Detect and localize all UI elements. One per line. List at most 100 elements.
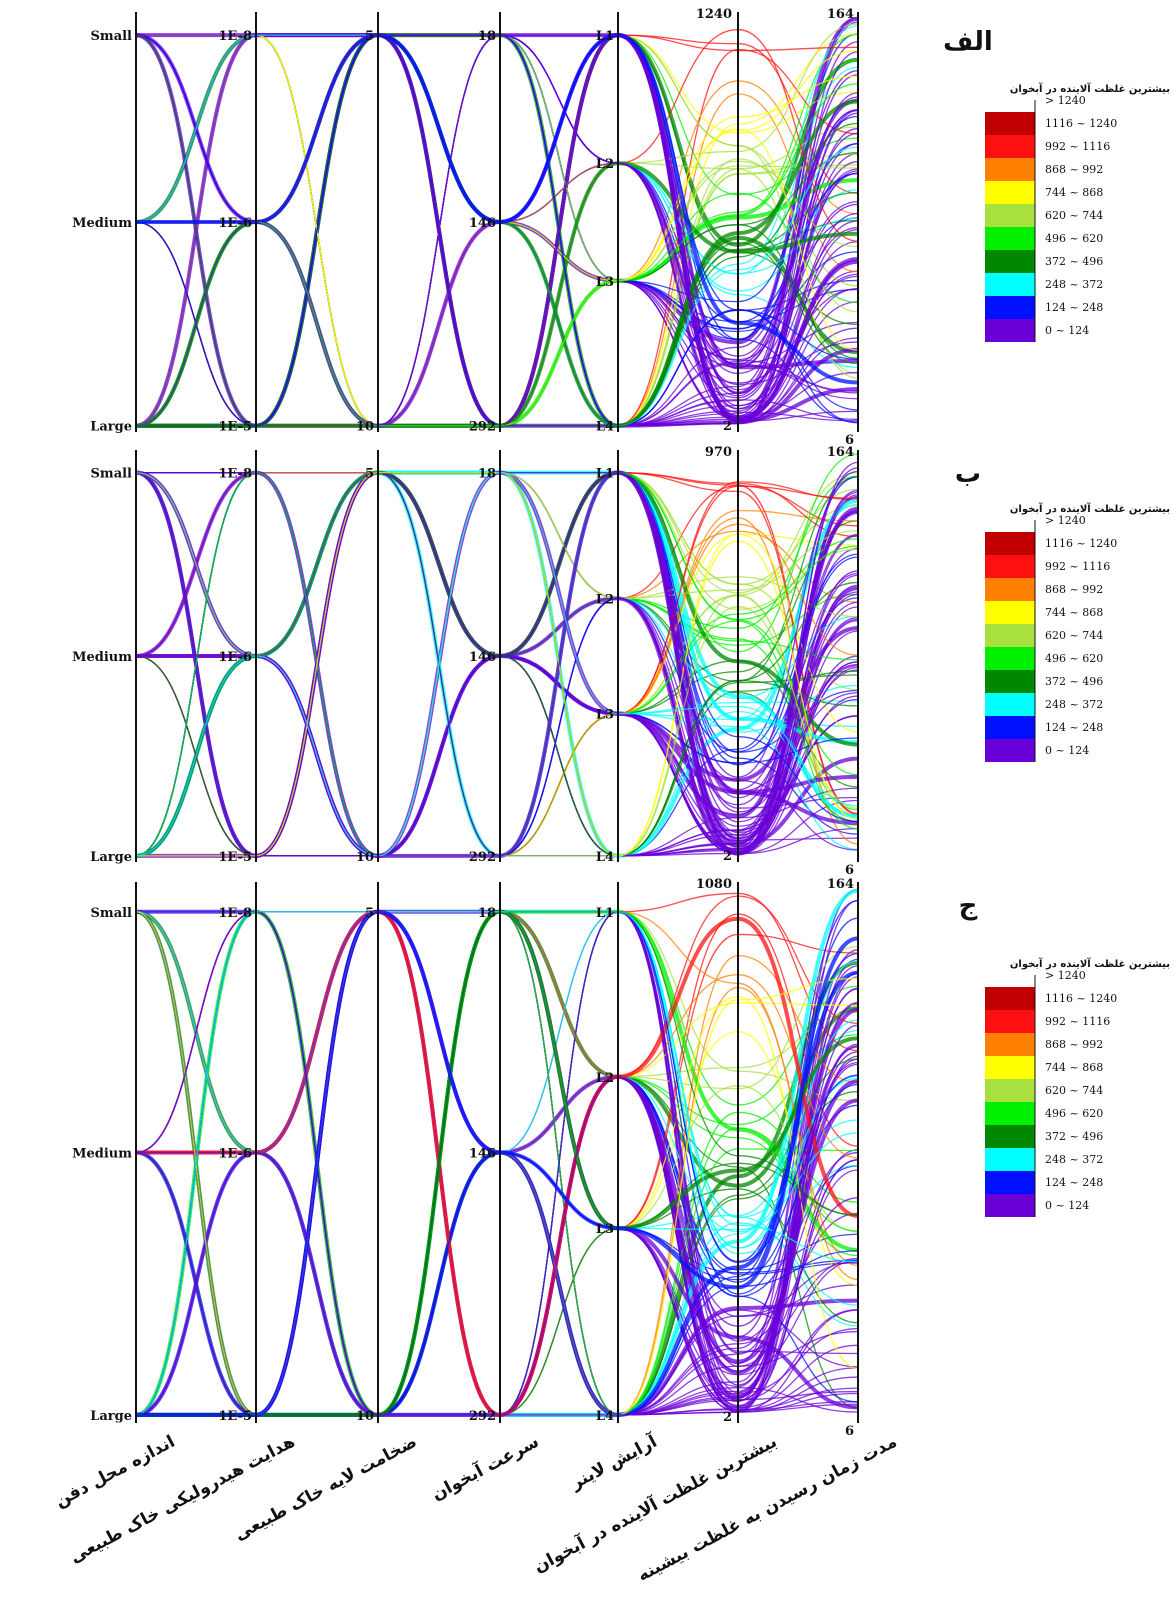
- tick-label: L4: [596, 850, 614, 865]
- legend-swatch: [985, 1194, 1035, 1217]
- tick-label: L1: [596, 906, 614, 921]
- legend-label: 372 ~ 496: [1045, 255, 1103, 268]
- legend-swatch: [985, 1033, 1035, 1056]
- legend: بیشترین غلظت آلاینده در آبخوان> 1240 1116…: [985, 502, 1170, 762]
- data-polyline: [136, 911, 859, 1229]
- tick-label: 5: [365, 29, 374, 44]
- legend-swatch: [985, 624, 1035, 647]
- tick-label: 18: [478, 29, 496, 44]
- legend-title: بیشترین غلظت آلاینده در آبخوان: [1010, 502, 1170, 515]
- tick-label: 18: [478, 467, 496, 482]
- legend-swatch: [985, 1010, 1035, 1033]
- axis-title-5: آرایش لاینر: [566, 1429, 662, 1494]
- data-polyline: [136, 911, 859, 1376]
- panel-1: Small Medium Large 1E-8 1E-6 1E-5 5 10 18 146 292 L…: [72, 7, 1170, 448]
- tick-label: 292: [469, 1409, 496, 1424]
- data-polyline: [135, 911, 859, 1370]
- legend-swatch: [985, 739, 1035, 762]
- axis-title-4: سرعت آبخوان: [428, 1430, 543, 1505]
- tick-label: 970: [705, 445, 732, 460]
- tick-label: L3: [596, 275, 614, 290]
- tick-label: L3: [596, 1222, 614, 1237]
- data-polyline: [135, 911, 859, 1255]
- tick-label: 1080: [696, 877, 732, 892]
- legend-label: > 1240: [1045, 514, 1086, 527]
- legend-swatch: [985, 987, 1035, 1010]
- legend-swatch: [985, 1125, 1035, 1148]
- legend-label: 1116 ~ 1240: [1045, 992, 1117, 1005]
- legend: بیشترین غلظت آلاینده در آبخوان> 1240 1116…: [985, 82, 1170, 342]
- tick-label: 1E-6: [218, 216, 252, 231]
- tick-label: L2: [596, 592, 614, 607]
- axis-title-2: هدایت هیدرولیکی خاک طبیعی: [67, 1432, 299, 1568]
- tick-label: 1E-6: [218, 650, 252, 665]
- legend-label: 744 ~ 868: [1045, 186, 1103, 199]
- tick-label: L3: [596, 708, 614, 723]
- legend-label: 372 ~ 496: [1045, 675, 1103, 688]
- data-polyline: [135, 976, 859, 1416]
- legend-swatch: [985, 319, 1035, 342]
- tick-label: Medium: [72, 650, 132, 665]
- tick-label: 164: [827, 445, 854, 460]
- legend-label: 992 ~ 1116: [1045, 1015, 1110, 1028]
- legend-swatch: [985, 158, 1035, 181]
- legend-label: 496 ~ 620: [1045, 1107, 1103, 1120]
- legend-label: 496 ~ 620: [1045, 652, 1103, 665]
- tick-label: 146: [469, 1147, 496, 1162]
- tick-label: 146: [469, 650, 496, 665]
- legend-label: 248 ~ 372: [1045, 698, 1103, 711]
- tick-label: Large: [90, 420, 132, 435]
- legend-swatch: [985, 181, 1035, 204]
- data-polyline: [136, 472, 859, 857]
- legend-swatch: [985, 273, 1035, 296]
- tick-label: Small: [91, 906, 133, 921]
- tick-label: 1E-6: [218, 1147, 252, 1162]
- tick-label: 1E-8: [218, 906, 252, 921]
- legend-title: بیشترین غلظت آلاینده در آبخوان: [1010, 82, 1170, 95]
- legend-swatch: [985, 1102, 1035, 1125]
- legend-label: 0 ~ 124: [1045, 1199, 1089, 1212]
- legend-label: 868 ~ 992: [1045, 583, 1103, 596]
- tick-label: 146: [469, 216, 496, 231]
- tick-label: Medium: [72, 1147, 132, 1162]
- legend-label: 620 ~ 744: [1045, 629, 1103, 642]
- legend-label: 992 ~ 1116: [1045, 140, 1110, 153]
- tick-label: 292: [469, 420, 496, 435]
- legend-label: 744 ~ 868: [1045, 1061, 1103, 1074]
- tick-label: 6: [845, 433, 854, 448]
- data-polyline: [135, 911, 859, 1416]
- tick-label: 1E-5: [218, 850, 252, 865]
- tick-label: Medium: [72, 216, 132, 231]
- tick-label: 18: [478, 906, 496, 921]
- data-polyline: [136, 472, 859, 657]
- panel-3: Small Medium Large 1E-8 1E-6 1E-5 5 10 18 146 292 L…: [72, 877, 1170, 1439]
- legend-label: > 1240: [1045, 94, 1086, 107]
- tick-label: Large: [90, 1409, 132, 1424]
- legend-label: > 1240: [1045, 969, 1086, 982]
- tick-label: 292: [469, 850, 496, 865]
- tick-label: L2: [596, 157, 614, 172]
- tick-label: Small: [91, 29, 133, 44]
- legend-swatch: [985, 601, 1035, 624]
- legend-swatch: [985, 1079, 1035, 1102]
- data-polyline: [135, 93, 859, 427]
- tick-label: L2: [596, 1071, 614, 1086]
- data-polyline: [136, 16, 859, 345]
- legend-swatch: [985, 112, 1035, 135]
- tick-label: 1E-5: [218, 420, 252, 435]
- tick-label: 10: [356, 420, 374, 435]
- legend-label: 248 ~ 372: [1045, 1153, 1103, 1166]
- tick-label: 5: [365, 467, 374, 482]
- legend-swatch: [985, 716, 1035, 739]
- legend-label: 620 ~ 744: [1045, 1084, 1103, 1097]
- tick-label: 164: [827, 877, 854, 892]
- tick-label: L4: [596, 420, 614, 435]
- tick-label: L4: [596, 1409, 614, 1424]
- data-polyline: [136, 510, 859, 858]
- data-polyline: [135, 34, 859, 365]
- legend: بیشترین غلظت آلاینده در آبخوان> 1240 1116…: [985, 957, 1170, 1217]
- legend-swatch: [985, 250, 1035, 273]
- tick-label: 1240: [696, 7, 732, 22]
